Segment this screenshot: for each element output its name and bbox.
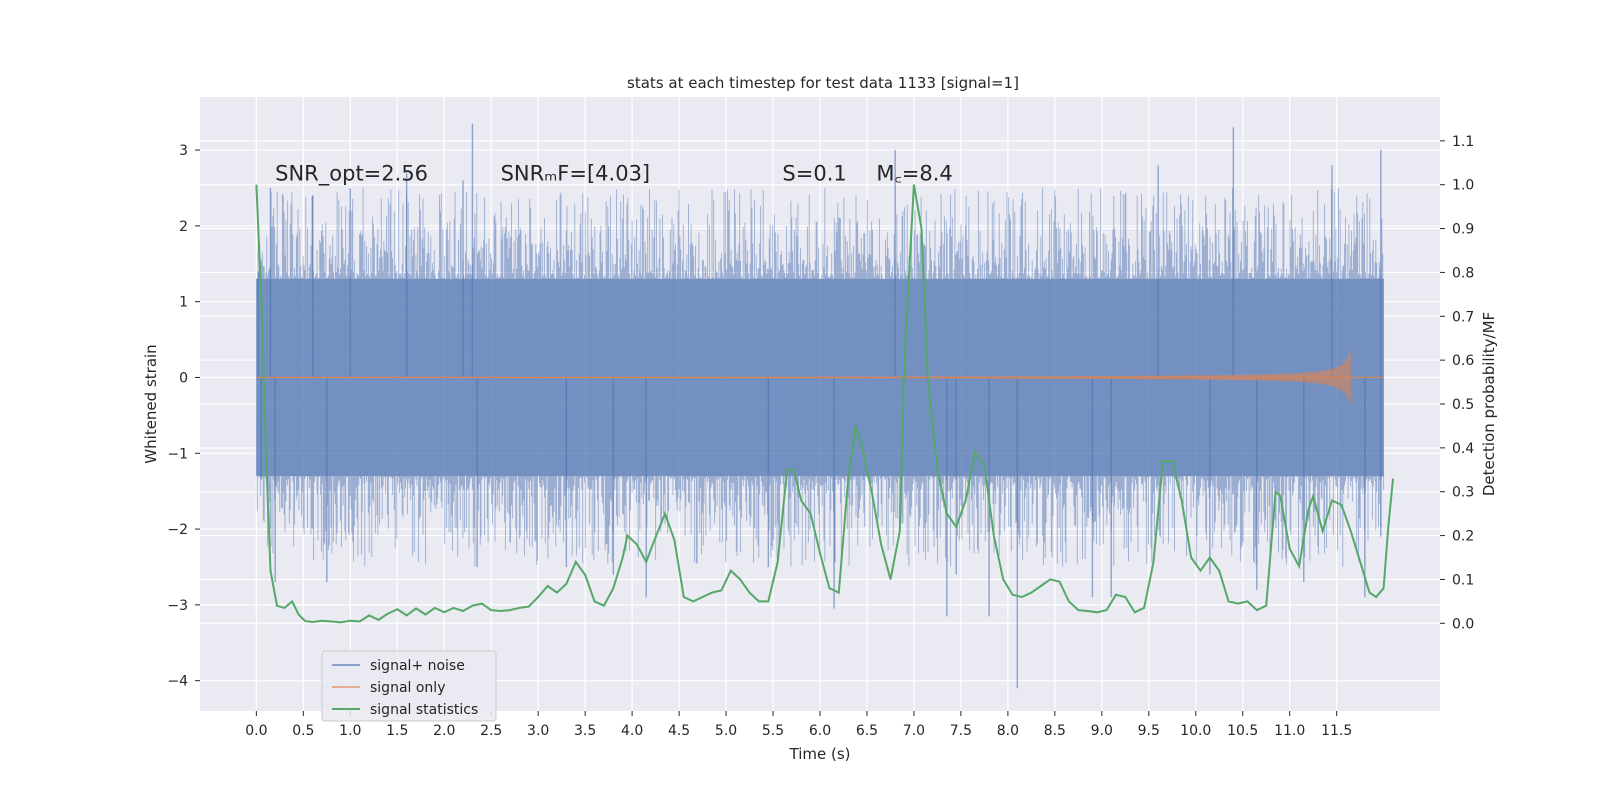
x-tick-label: 1.5	[386, 723, 408, 739]
statistics-line	[255, 184, 1394, 624]
x-axis-label: Time (s)	[789, 745, 851, 763]
x-tick-label: 9.0	[1091, 723, 1113, 739]
signal-series	[256, 348, 1384, 407]
right-y-ticks: 1.1 1.0 0.9 0.8 0.7 0.6 0.5 0.4 0.3 0.2 0.1 0.0	[1440, 134, 1474, 632]
legend-box	[321, 650, 497, 722]
x-tick-label: 3.5	[574, 723, 596, 739]
annotation-label: SNRₘF=[4.03]	[501, 161, 651, 185]
y-right-tick-label: 0.1	[1452, 572, 1474, 588]
x-tick-label: 11.0	[1274, 723, 1305, 739]
x-tick-label: 3.0	[527, 723, 549, 739]
x-tick-label: 8.0	[997, 723, 1019, 739]
legend: signal+ noise signal only signal statistic…	[321, 650, 497, 722]
y-right-tick-label: 0.4	[1452, 441, 1474, 457]
x-tick-label: 2.0	[433, 723, 455, 739]
annotation-label: S=0.1	[782, 161, 846, 185]
x-tick-label: 7.5	[950, 723, 972, 739]
legend-entry: signal+ noise	[370, 658, 465, 674]
legend-entry: signal only	[370, 680, 445, 696]
x-tick-label: 0.0	[245, 723, 267, 739]
x-tick-label: 10.0	[1180, 723, 1211, 739]
x-tick-label: 5.0	[715, 723, 737, 739]
y-right-tick-label: 0.6	[1452, 353, 1474, 369]
x-tick-label: 1.0	[339, 723, 361, 739]
y-right-tick-label: 0.8	[1452, 265, 1474, 281]
annotations: SNR_opt=2.56 SNRₘF=[4.03] S=0.1 M꜀=8.4	[275, 161, 953, 186]
x-tick-label: 5.5	[762, 723, 784, 739]
y-left-tick-label: 2	[179, 219, 188, 235]
left-y-ticks: 3 2 1 0 −1 −2 −3 −4	[167, 143, 200, 690]
y-axis-label-right: Detection probability/MF	[1480, 312, 1498, 496]
y-right-tick-label: 0.5	[1452, 397, 1474, 413]
x-tick-label: 4.0	[621, 723, 643, 739]
y-left-tick-label: −2	[167, 522, 188, 538]
y-right-tick-label: 0.7	[1452, 309, 1474, 325]
x-tick-label: 6.0	[809, 723, 831, 739]
x-tick-label: 6.5	[856, 723, 878, 739]
y-left-tick-label: 1	[179, 295, 188, 311]
y-right-tick-label: 0.2	[1452, 529, 1474, 545]
x-tick-label: 10.5	[1227, 723, 1258, 739]
y-left-tick-label: 3	[179, 143, 188, 159]
y-right-tick-label: 0.9	[1452, 222, 1474, 238]
y-right-tick-label: 0.3	[1452, 485, 1474, 501]
y-axis-label-left: Whitened strain	[142, 344, 160, 463]
x-tick-label: 2.5	[480, 723, 502, 739]
x-tick-label: 9.5	[1138, 723, 1160, 739]
x-tick-label: 8.5	[1044, 723, 1066, 739]
y-left-tick-label: −3	[167, 598, 188, 614]
y-left-tick-label: 0	[179, 370, 188, 386]
statistics-series	[255, 184, 1394, 624]
legend-entry: signal statistics	[370, 702, 478, 718]
x-tick-label: 7.0	[903, 723, 925, 739]
annotation-label: SNR_opt=2.56	[275, 161, 428, 186]
annotation-label: M꜀=8.4	[876, 161, 952, 185]
y-right-tick-label: 1.0	[1452, 178, 1474, 194]
y-left-tick-label: −1	[167, 446, 188, 462]
y-right-tick-label: 1.1	[1452, 134, 1474, 150]
y-right-tick-label: 0.0	[1452, 616, 1474, 632]
y-left-tick-label: −4	[167, 674, 188, 690]
x-tick-label: 11.5	[1321, 723, 1352, 739]
x-tick-label: 4.5	[668, 723, 690, 739]
x-ticks: 0.0 0.5 1.0 1.5 2.0 2.5 3.0 3.5 4.0 4.5 5.0 5.5 6.0 6…	[245, 711, 1352, 739]
chart-title: stats at each timestep for test data 113…	[627, 74, 1019, 92]
x-tick-label: 0.5	[292, 723, 314, 739]
